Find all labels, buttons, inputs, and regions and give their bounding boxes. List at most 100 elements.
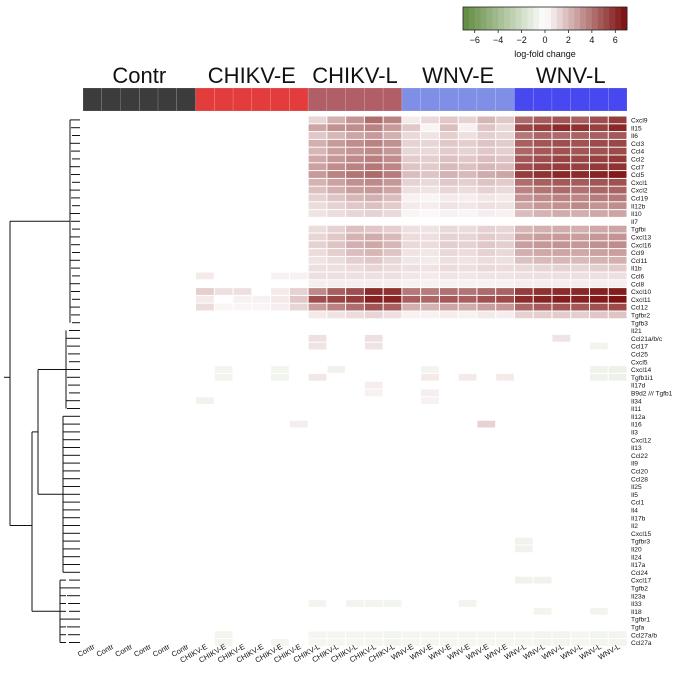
heatmap-cell [514, 124, 533, 132]
heatmap-cell [533, 116, 552, 124]
heatmap-cell [402, 272, 421, 280]
heatmap-cell [458, 225, 477, 233]
row-label: Ccl20 [631, 469, 648, 476]
heatmap-cell [421, 264, 439, 272]
heatmap-cell [514, 116, 533, 124]
heatmap-cell [589, 249, 608, 256]
row-label: Il9 [631, 461, 638, 468]
heatmap-cell [327, 163, 346, 171]
legend-swatch [527, 7, 534, 30]
heatmap-cell [552, 194, 571, 202]
heatmap-cell [383, 639, 402, 646]
group-bar-segment [82, 87, 103, 112]
heatmap-cell [608, 139, 627, 147]
row-label: Cxcl2 [631, 188, 648, 195]
row-label: Il17d [631, 383, 646, 390]
legend-swatch [586, 7, 593, 30]
legend-swatch [615, 7, 622, 30]
heatmap-cell [552, 147, 571, 155]
legend-swatch [603, 7, 610, 30]
legend-swatch [568, 7, 575, 30]
heatmap-cell [439, 241, 458, 249]
heatmap-cell [383, 116, 402, 124]
row-label: Cxcl11 [631, 297, 651, 304]
heatmap-cell [327, 132, 346, 139]
heatmap-cell [327, 171, 346, 178]
heatmap-cell [402, 639, 421, 646]
heatmap-cell [327, 280, 346, 288]
heatmap-cell [589, 202, 608, 210]
row-label: Ccl28 [631, 476, 648, 483]
heatmap-cell [496, 272, 514, 280]
legend-tick-label: 0 [542, 35, 547, 45]
heatmap-cell [533, 124, 552, 132]
heatmap-cell [533, 210, 552, 217]
heatmap-cell [214, 639, 233, 646]
heatmap-cell [589, 116, 608, 124]
heatmap-cell [402, 256, 421, 264]
heatmap-cell [608, 373, 627, 381]
heatmap-cell [364, 288, 383, 295]
heatmap-cell [571, 631, 589, 639]
heatmap-cell [439, 186, 458, 194]
legend-swatch [468, 7, 476, 30]
heatmap-cell [364, 132, 383, 139]
heatmap-cell [346, 124, 364, 132]
legend-swatch [533, 7, 540, 30]
heatmap-cell [458, 288, 477, 295]
heatmap-cell [327, 210, 346, 217]
heatmap-cell [552, 295, 571, 303]
heatmap-cell [571, 225, 589, 233]
heatmap-cell [364, 225, 383, 233]
heatmap-cell [364, 210, 383, 217]
heatmap-cell [289, 303, 308, 311]
heatmap-cell [608, 186, 627, 194]
heatmap-cell [533, 631, 552, 639]
heatmap-cell [496, 116, 514, 124]
heatmap-cell [439, 132, 458, 139]
group-bar-segment [607, 87, 628, 112]
heatmap-cell [608, 194, 627, 202]
heatmap-cell [589, 132, 608, 139]
heatmap-cell [552, 280, 571, 288]
heatmap-cell [533, 139, 552, 147]
heatmap-cell [402, 147, 421, 155]
heatmap-cell [514, 147, 533, 155]
heatmap-cell [346, 116, 364, 124]
heatmap-cell [196, 295, 214, 303]
heatmap-cell [252, 303, 271, 311]
heatmap-cell [552, 311, 571, 319]
column-group-color-bar [82, 87, 628, 112]
group-bar-segment [514, 87, 534, 112]
heatmap-cell [308, 256, 327, 264]
heatmap-cell [289, 272, 308, 280]
heatmap-cell [589, 631, 608, 639]
heatmap-cell [308, 194, 327, 202]
heatmap-cell [514, 249, 533, 256]
heatmap-cell [514, 295, 533, 303]
heatmap-cell [514, 178, 533, 186]
heatmap-cell [552, 256, 571, 264]
heatmap-cell [608, 256, 627, 264]
heatmap-cell [308, 124, 327, 132]
heatmap-cell [421, 147, 439, 155]
heatmap-cell [421, 210, 439, 217]
heatmap-cell [496, 264, 514, 272]
heatmap-cell [383, 186, 402, 194]
row-labels: Cxcl9Il15Il6Ccl3Ccl4Ccl2Ccl7Ccl5Cxcl1Cxc… [631, 118, 673, 648]
heatmap-cell [589, 607, 608, 615]
legend-swatch [515, 7, 523, 30]
heatmap-cells [196, 116, 627, 646]
heatmap-cell [289, 420, 308, 428]
heatmap-cell [496, 132, 514, 139]
heatmap-cell [196, 303, 214, 311]
heatmap-cell [589, 366, 608, 373]
heatmap-cell [589, 171, 608, 178]
heatmap-cell [608, 241, 627, 249]
heatmap-cell [533, 280, 552, 288]
row-label: Il17a [631, 562, 646, 569]
heatmap-cell [608, 132, 627, 139]
row-label: Ccl6 [631, 274, 645, 281]
heatmap-cell [421, 272, 439, 280]
heatmap-cell [439, 116, 458, 124]
